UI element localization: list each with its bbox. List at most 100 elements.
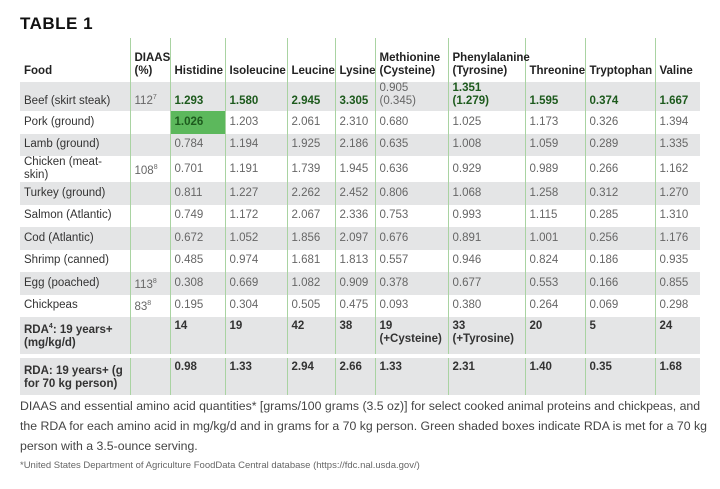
diaas-cell (129, 182, 170, 205)
table-row: Chickpeas 838 0.195 0.304 0.505 0.475 0.093 0.3… (20, 294, 700, 317)
amino-acid-value: 1.191 (224, 156, 287, 182)
amino-acid-value: 0.093 (374, 294, 448, 317)
amino-acid-value: 2.097 (334, 227, 375, 250)
amino-acid-value: 0.993 (447, 204, 525, 227)
amino-acid-value: 1.310 (654, 204, 700, 227)
amino-acid-value: 1.351 (1.279) (447, 82, 525, 111)
food-name: Chicken (meat-skin) (24, 156, 102, 181)
food-name: Chickpeas (24, 299, 78, 312)
amino-acid-value: 3.305 (334, 82, 375, 111)
rda-value: 1.33 (224, 354, 287, 395)
header-row: Food DIAAS (%) Histidine Isoleucine Leucine L… (20, 38, 700, 82)
amino-acid-value: 0.557 (374, 249, 448, 272)
table-row: Beef (skirt steak) 1127 1.293 1.580 2.945 3.3… (20, 82, 700, 111)
rda-label: RDA: 19 years+ (g for 70 kg person) (20, 354, 130, 395)
amino-acid-value: 1.394 (654, 111, 700, 134)
amino-acid-value: 1.194 (224, 133, 287, 156)
food-name: Turkey (ground) (20, 182, 130, 205)
amino-acid-value: 1.335 (654, 133, 700, 156)
amino-acid-value: 1.739 (286, 156, 335, 182)
amino-acid-value: 0.308 (169, 272, 225, 295)
rda-label-text: RDA (24, 323, 49, 336)
column-header: Food (24, 65, 53, 77)
amino-acid-value: 0.166 (584, 272, 655, 295)
rda-value: 33 (+Tyrosine) (447, 317, 525, 356)
amino-acid-table: Food DIAAS (%) Histidine Isoleucine Leucine L… (20, 38, 700, 395)
amino-acid-value: 0.289 (584, 133, 655, 156)
rda-value: 42 (286, 317, 335, 356)
diaas-footnote-ref: 8 (152, 277, 157, 285)
column-header: Threonine (524, 38, 585, 82)
amino-acid-value: 0.946 (447, 249, 525, 272)
diaas-footnote-ref: 8 (147, 300, 152, 308)
diaas-cell (129, 227, 170, 250)
amino-acid-value: 0.974 (224, 249, 287, 272)
rda-footnote-ref: 4 (48, 323, 53, 330)
amino-acid-value: 2.061 (286, 111, 335, 134)
amino-acid-value: 0.909 (334, 272, 375, 295)
amino-acid-value: 0.304 (224, 294, 287, 317)
amino-acid-value: 0.186 (584, 249, 655, 272)
amino-acid-value: 0.195 (169, 294, 225, 317)
amino-acid-value: 1.595 (524, 82, 585, 111)
rda-value: 38 (334, 317, 375, 356)
amino-acid-value: 1.176 (654, 227, 700, 250)
footnote: *United States Department of Agriculture… (20, 460, 420, 471)
rda-value: 19 (+Cysteine) (374, 317, 448, 356)
food-name: Egg (poached) (20, 272, 130, 295)
amino-acid-value: 1.270 (654, 182, 700, 205)
amino-acid-value: 2.186 (334, 133, 375, 156)
column-header: Methionine (Cysteine) (374, 38, 448, 82)
empty-cell (129, 317, 170, 356)
amino-acid-value: 2.262 (286, 182, 335, 205)
amino-acid-value: 0.680 (374, 111, 448, 134)
amino-acid-value: 0.989 (524, 156, 585, 182)
rda-value: 1.40 (524, 354, 585, 395)
amino-acid-value: 0.753 (374, 204, 448, 227)
rda-value: 5 (584, 317, 655, 356)
diaas-cell: 1127 (129, 82, 170, 111)
diaas-cell (129, 249, 170, 272)
amino-acid-value: 0.266 (584, 156, 655, 182)
amino-acid-value: 0.285 (584, 204, 655, 227)
column-header: Histidine (169, 38, 225, 82)
amino-acid-value: 0.701 (169, 156, 225, 182)
amino-acid-value: 0.824 (524, 249, 585, 272)
amino-acid-value: 0.505 (286, 294, 335, 317)
amino-acid-value: 0.676 (374, 227, 448, 250)
amino-acid-value: 1.813 (334, 249, 375, 272)
amino-acid-value: 2.310 (334, 111, 375, 134)
diaas-cell: 838 (129, 294, 170, 317)
diaas-value: 112 (134, 95, 153, 107)
amino-acid-value: 0.069 (584, 294, 655, 317)
amino-acid-value: 1.025 (447, 111, 525, 134)
amino-acid-value: 0.669 (224, 272, 287, 295)
amino-acid-value: 1.001 (524, 227, 585, 250)
amino-acid-value: 2.945 (286, 82, 335, 111)
column-header: Tryptophan (584, 38, 655, 82)
amino-acid-value: 1.162 (654, 156, 700, 182)
rda-value: 2.66 (334, 354, 375, 395)
amino-acid-value: 1.115 (524, 204, 585, 227)
column-header: DIAAS (%) (129, 38, 170, 82)
diaas-cell: 1088 (129, 156, 170, 182)
diaas-footnote-ref: 7 (152, 94, 157, 102)
table-row: Cod (Atlantic) 0.672 1.052 1.856 2.097 0.676 0… (20, 227, 700, 250)
amino-acid-value: 0.256 (584, 227, 655, 250)
amino-acid-value: 1.580 (224, 82, 287, 111)
food-name: Salmon (Atlantic) (24, 209, 112, 222)
amino-acid-value: 1.227 (224, 182, 287, 205)
table-row: Salmon (Atlantic) 0.749 1.172 2.067 2.336 0.7… (20, 204, 700, 227)
diaas-cell (129, 111, 170, 134)
rda-value: 1.33 (374, 354, 448, 395)
amino-acid-value: 1.293 (169, 82, 225, 111)
table-row: Chicken (meat-skin) 1088 0.701 1.191 1.739 1.… (20, 156, 700, 182)
rda-value: 20 (524, 317, 585, 356)
amino-acid-value: 1.026 (169, 111, 225, 134)
column-header: Phenylalanine (Tyrosine) (447, 38, 530, 82)
column-header: Valine (654, 38, 700, 82)
amino-acid-value: 0.298 (654, 294, 700, 317)
column-header: Isoleucine (224, 38, 287, 82)
amino-acid-value: 0.905 (0.345) (374, 82, 448, 111)
amino-acid-value: 0.672 (169, 227, 225, 250)
